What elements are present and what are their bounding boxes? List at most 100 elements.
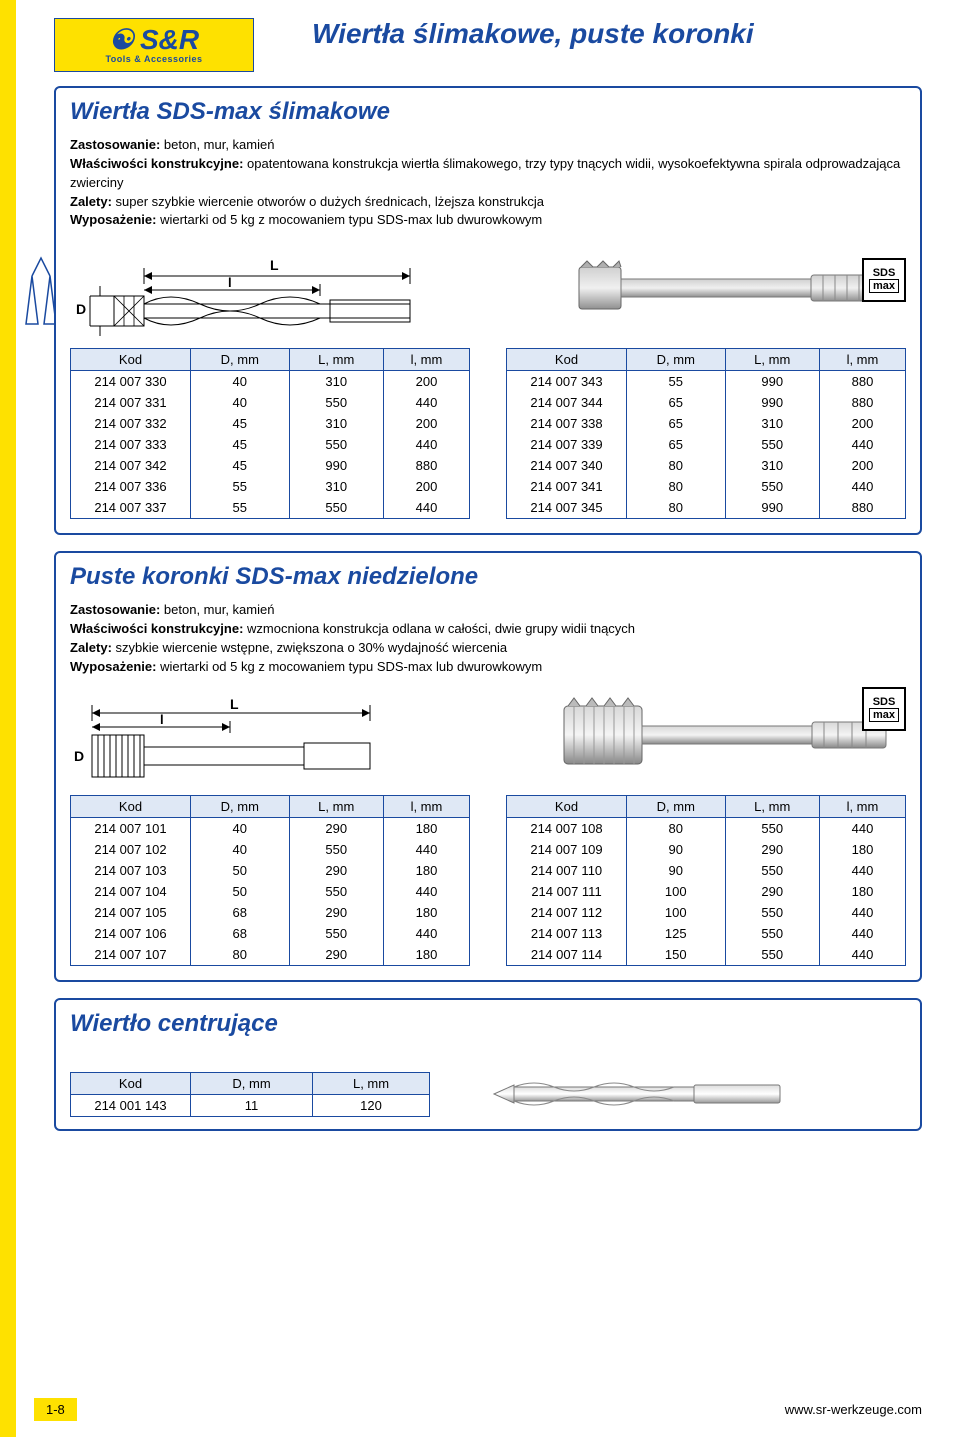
table-header: L, mm <box>289 795 383 817</box>
table-cell: 80 <box>191 944 290 966</box>
table-1-right: KodD, mmL, mml, mm214 007 34355990880214… <box>506 348 906 519</box>
table-cell: 40 <box>191 839 290 860</box>
table-cell: 440 <box>383 434 469 455</box>
table-cell: 440 <box>383 839 469 860</box>
table-row: 214 007 33140550440 <box>71 392 470 413</box>
table-header: Kod <box>71 349 191 371</box>
table-header: D, mm <box>191 795 290 817</box>
table-row: 214 007 10880550440 <box>507 817 906 839</box>
table-cell: 880 <box>819 497 905 519</box>
table-header: Kod <box>71 795 191 817</box>
table-row: 214 007 111100290180 <box>507 881 906 902</box>
section-1-title: Wiertła SDS-max ślimakowe <box>70 98 906 126</box>
app-label: Zastosowanie: <box>70 602 160 617</box>
table-cell: 990 <box>725 392 819 413</box>
table-cell: 200 <box>383 476 469 497</box>
table-row: 214 007 33965550440 <box>507 434 906 455</box>
table-cell: 55 <box>627 371 726 393</box>
table-cell: 214 007 105 <box>71 902 191 923</box>
table-cell: 200 <box>819 413 905 434</box>
table-cell: 290 <box>289 902 383 923</box>
table-cell: 440 <box>819 902 905 923</box>
table-cell: 40 <box>191 817 290 839</box>
page-container: ☯ S&R Tools & Accessories Wiertła ślimak… <box>0 0 960 1437</box>
table-header: l, mm <box>819 349 905 371</box>
table-cell: 550 <box>725 817 819 839</box>
adv-label: Zalety: <box>70 194 112 209</box>
table-cell: 880 <box>819 371 905 393</box>
table-cell: 214 007 330 <box>71 371 191 393</box>
table-row: 214 007 112100550440 <box>507 902 906 923</box>
table-cell: 80 <box>627 497 726 519</box>
table-cell: 214 007 331 <box>71 392 191 413</box>
tech-drawing-2: D L l <box>70 687 430 783</box>
table-cell: 440 <box>819 434 905 455</box>
table-cell: 125 <box>627 923 726 944</box>
table-row: 214 007 33245310200 <box>71 413 470 434</box>
table-row: 214 007 10568290180 <box>71 902 470 923</box>
section-1-tables: KodD, mmL, mml, mm214 007 33040310200214… <box>70 348 906 519</box>
table-cell: 40 <box>191 371 290 393</box>
table-cell: 180 <box>383 817 469 839</box>
table-3: KodD, mmL, mm 214 001 14311120 <box>70 1072 430 1117</box>
table-cell: 550 <box>289 497 383 519</box>
table-row: 214 007 33655310200 <box>71 476 470 497</box>
section-2-tables: KodD, mmL, mml, mm214 007 10140290180214… <box>70 795 906 966</box>
badge-line-1: SDS <box>873 267 896 279</box>
sds-max-badge: SDS max <box>862 687 906 731</box>
table-row: 214 007 34180550440 <box>507 476 906 497</box>
table-cell: 990 <box>289 455 383 476</box>
table-cell: 880 <box>819 392 905 413</box>
svg-text:L: L <box>270 257 279 273</box>
table-row: 214 007 10140290180 <box>71 817 470 839</box>
logo-main: ☯ S&R <box>109 26 199 54</box>
app-label: Zastosowanie: <box>70 137 160 152</box>
table-row: 214 007 10240550440 <box>71 839 470 860</box>
adv-label: Zalety: <box>70 640 112 655</box>
table-cell: 214 001 143 <box>71 1094 191 1116</box>
table-row: 214 007 34465990880 <box>507 392 906 413</box>
table-cell: 65 <box>627 413 726 434</box>
table-cell: 214 007 112 <box>507 902 627 923</box>
section-3-row: KodD, mmL, mm 214 001 14311120 <box>70 1072 906 1117</box>
table-cell: 550 <box>725 476 819 497</box>
table-cell: 214 007 111 <box>507 881 627 902</box>
product-photo-1 <box>546 253 906 323</box>
table-cell: 440 <box>819 476 905 497</box>
table-cell: 214 007 338 <box>507 413 627 434</box>
table-header: Kod <box>507 349 627 371</box>
table-header: L, mm <box>725 349 819 371</box>
table-row: 214 007 11090550440 <box>507 860 906 881</box>
svg-text:l: l <box>228 275 232 290</box>
table-row: 214 007 33865310200 <box>507 413 906 434</box>
table-header: D, mm <box>191 1072 313 1094</box>
table-cell: 214 007 345 <box>507 497 627 519</box>
table-cell: 68 <box>191 902 290 923</box>
section-1-box: Wiertła SDS-max ślimakowe Zastosowanie: … <box>54 86 922 535</box>
table-cell: 550 <box>289 881 383 902</box>
eq-text: wiertarki od 5 kg z mocowaniem typu SDS-… <box>156 212 542 227</box>
table-cell: 214 007 108 <box>507 817 627 839</box>
table-row: 214 007 34245990880 <box>71 455 470 476</box>
table-cell: 290 <box>725 881 819 902</box>
table-cell: 440 <box>819 817 905 839</box>
table-cell: 290 <box>289 817 383 839</box>
table-cell: 120 <box>313 1094 430 1116</box>
eq-text: wiertarki od 5 kg z mocowaniem typu SDS-… <box>156 659 542 674</box>
badge-line-2: max <box>869 279 899 293</box>
badge-line-1: SDS <box>873 696 896 708</box>
table-header: L, mm <box>289 349 383 371</box>
table-header: Kod <box>507 795 627 817</box>
table-cell: 68 <box>191 923 290 944</box>
eq-label: Wyposażenie: <box>70 212 156 227</box>
page-number: 1-8 <box>34 1398 77 1421</box>
section-2-title: Puste koronki SDS-max niedzielone <box>70 563 906 591</box>
table-cell: 200 <box>819 455 905 476</box>
table-cell: 40 <box>191 392 290 413</box>
footer-url: www.sr-werkzeuge.com <box>785 1402 922 1417</box>
table-cell: 214 007 102 <box>71 839 191 860</box>
product-photo-2 <box>546 690 906 780</box>
logo-glyph-icon: ☯ <box>109 26 134 54</box>
table-cell: 214 007 113 <box>507 923 627 944</box>
table-cell: 290 <box>289 944 383 966</box>
